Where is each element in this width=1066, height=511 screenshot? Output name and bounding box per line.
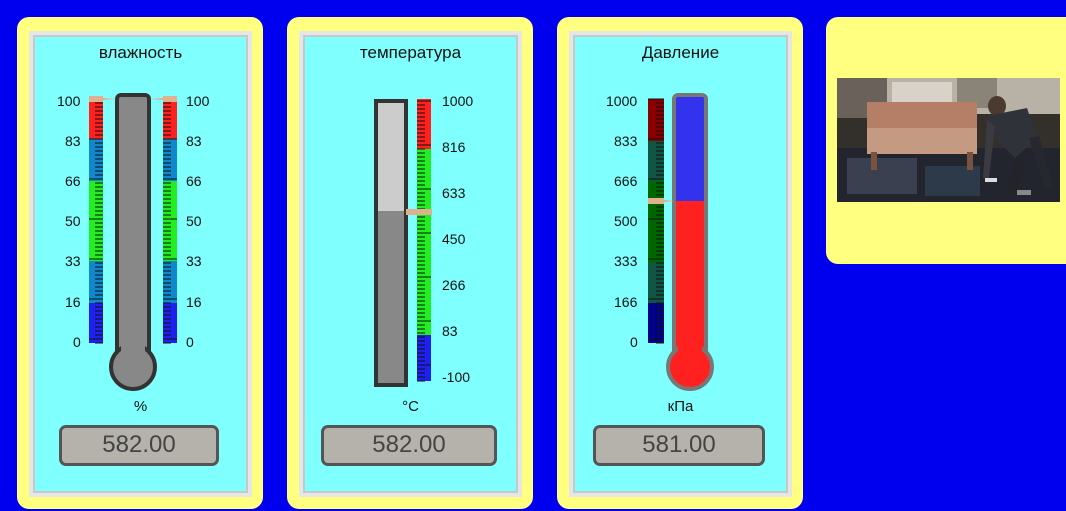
temperature-bar-gauge	[374, 99, 432, 387]
humidity-left-tick: 66	[65, 173, 81, 189]
temperature-tick: 633	[442, 185, 466, 201]
humidity-left-tick: 100	[57, 93, 81, 109]
temperature-card: температура 1000 816 633 450 266 83 -100…	[287, 17, 533, 509]
humidity-value-display: 582.00	[59, 425, 219, 466]
humidity-right-tick: 0	[186, 334, 194, 350]
pressure-tick: 333	[614, 253, 638, 269]
temperature-title: температура	[359, 43, 462, 62]
pressure-tick: 666	[614, 173, 638, 189]
pressure-thermometer	[648, 93, 714, 391]
pressure-tick: 500	[614, 213, 638, 229]
humidity-right-tick: 50	[186, 213, 202, 229]
temperature-tick: -100	[442, 369, 471, 385]
humidity-right-tick: 33	[186, 253, 202, 269]
humidity-thermometer	[89, 93, 177, 391]
camera-video-feed[interactable]	[837, 78, 1060, 202]
pressure-tick: 0	[630, 334, 638, 350]
humidity-right-tick: 83	[186, 133, 202, 149]
humidity-left-tick: 33	[65, 253, 81, 269]
pressure-value-display: 581.00	[593, 425, 765, 466]
pressure-tick: 166	[614, 294, 638, 310]
pressure-tick: 1000	[606, 93, 638, 109]
humidity-left-tick: 0	[73, 334, 81, 350]
humidity-left-tick: 16	[65, 294, 81, 310]
temperature-tick: 266	[442, 277, 466, 293]
temperature-tick: 1000	[442, 93, 474, 109]
humidity-left-tick: 50	[65, 213, 81, 229]
temperature-unit: °C	[402, 398, 419, 415]
temperature-tick: 450	[442, 231, 466, 247]
pressure-title: Давление	[641, 43, 720, 62]
pressure-panel: Давление 1000 833 666 500 333 166 0 кПа …	[569, 31, 792, 497]
temperature-tick: 83	[442, 323, 458, 339]
humidity-right-tick: 66	[186, 173, 202, 189]
humidity-panel: влажность 100 83 66	[29, 31, 252, 497]
humidity-left-tick: 83	[65, 133, 81, 149]
pressure-tick: 833	[614, 133, 638, 149]
humidity-title: влажность	[98, 43, 183, 62]
temperature-tick: 816	[442, 139, 466, 155]
humidity-right-tick: 100	[186, 93, 210, 109]
humidity-card: влажность 100 83 66	[17, 17, 263, 509]
humidity-right-tick: 16	[186, 294, 202, 310]
video-card	[826, 17, 1066, 264]
pressure-card: Давление 1000 833 666 500 333 166 0 кПа …	[557, 17, 803, 509]
temperature-panel: температура 1000 816 633 450 266 83 -100…	[299, 31, 522, 497]
temperature-value-display: 582.00	[321, 425, 497, 466]
humidity-unit: %	[133, 398, 148, 415]
pressure-unit: кПа	[667, 398, 694, 415]
